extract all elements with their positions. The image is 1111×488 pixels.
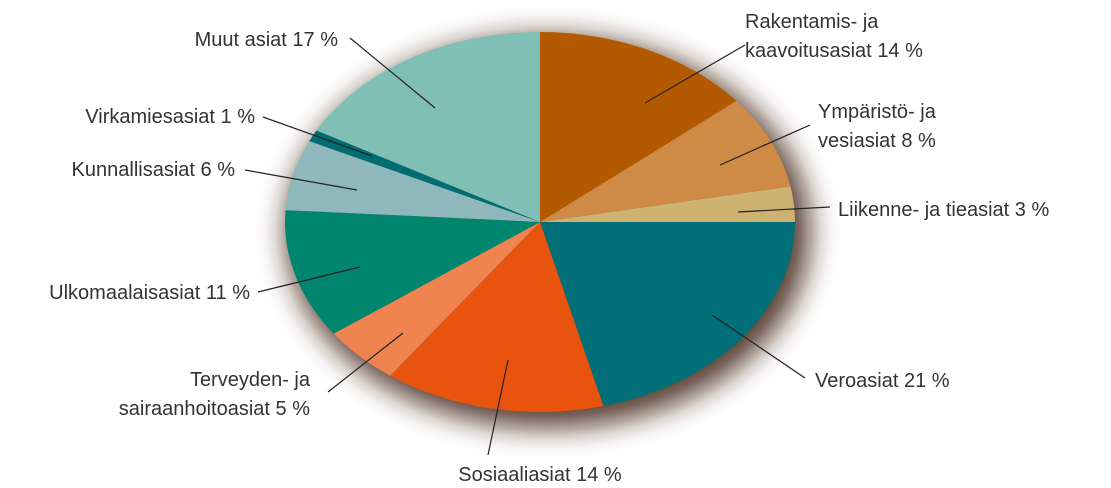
slice-label: Virkamiesasiat 1 % bbox=[85, 103, 255, 132]
category-name: Ympäristö- ja vesiasiat bbox=[818, 101, 936, 152]
value-label: 3 % bbox=[1014, 199, 1050, 221]
slice-label: Terveyden- ja sairaanhoitoasiat 5 % bbox=[119, 366, 310, 424]
value-label: 8 % bbox=[901, 130, 936, 152]
value-label: 5 % bbox=[275, 398, 310, 420]
category-name: Terveyden- ja sairaanhoitoasiat bbox=[118, 369, 310, 420]
category-name: Rakentamis- ja kaavoitusasiat bbox=[745, 11, 879, 62]
value-label: 1 % bbox=[220, 106, 255, 128]
leader-line bbox=[487, 359, 509, 456]
leader-line bbox=[327, 332, 404, 393]
leader-line bbox=[244, 169, 358, 191]
category-name: Veroasiat bbox=[815, 370, 899, 392]
leader-line bbox=[262, 116, 373, 157]
category-name: Virkamiesasiat bbox=[85, 106, 215, 128]
leader-line bbox=[257, 266, 361, 293]
leader-line bbox=[349, 37, 436, 109]
value-label: 14 % bbox=[576, 464, 622, 486]
category-name: Muut asiat bbox=[194, 29, 287, 51]
pie-slice bbox=[390, 222, 604, 412]
slice-label: Muut asiat 17 % bbox=[195, 26, 338, 55]
slice-label: Liikenne- ja tieasiat 3 % bbox=[838, 196, 1049, 225]
value-label: 14 % bbox=[877, 40, 923, 62]
value-label: 17 % bbox=[292, 29, 338, 51]
pie-slice bbox=[540, 100, 791, 222]
slice-label: Ympäristö- ja vesiasiat 8 % bbox=[818, 98, 936, 156]
slice-label: Rakentamis- ja kaavoitusasiat 14 % bbox=[745, 8, 923, 66]
value-label: 21 % bbox=[903, 370, 950, 392]
pie-slice bbox=[285, 141, 540, 222]
slice-label: Ulkomaalaisasiat 11 % bbox=[49, 279, 250, 308]
category-name: Kunnallisasiat bbox=[71, 159, 195, 181]
pie-slice bbox=[333, 222, 540, 376]
category-name: Ulkomaalaisasiat bbox=[49, 282, 201, 304]
pie-slice bbox=[540, 186, 795, 222]
value-label: 11 % bbox=[205, 282, 250, 304]
pie-slice bbox=[540, 32, 737, 222]
pie-slice bbox=[316, 32, 540, 222]
value-label: 6 % bbox=[200, 159, 235, 181]
category-name: Sosiaaliasiat bbox=[458, 464, 571, 486]
slice-label: Sosiaaliasiat 14 % bbox=[458, 461, 621, 488]
slice-label: Veroasiat 21 % bbox=[815, 367, 950, 396]
leader-line bbox=[737, 206, 831, 213]
category-name: Liikenne- ja tieasiat bbox=[838, 199, 1010, 221]
leader-line bbox=[644, 44, 746, 104]
slice-label: Kunnallisasiat 6 % bbox=[72, 156, 235, 185]
leader-line bbox=[719, 124, 811, 166]
pie-slice bbox=[540, 222, 795, 407]
leader-line bbox=[711, 314, 806, 379]
pie-slice bbox=[285, 210, 540, 334]
pie-slice bbox=[309, 130, 540, 222]
